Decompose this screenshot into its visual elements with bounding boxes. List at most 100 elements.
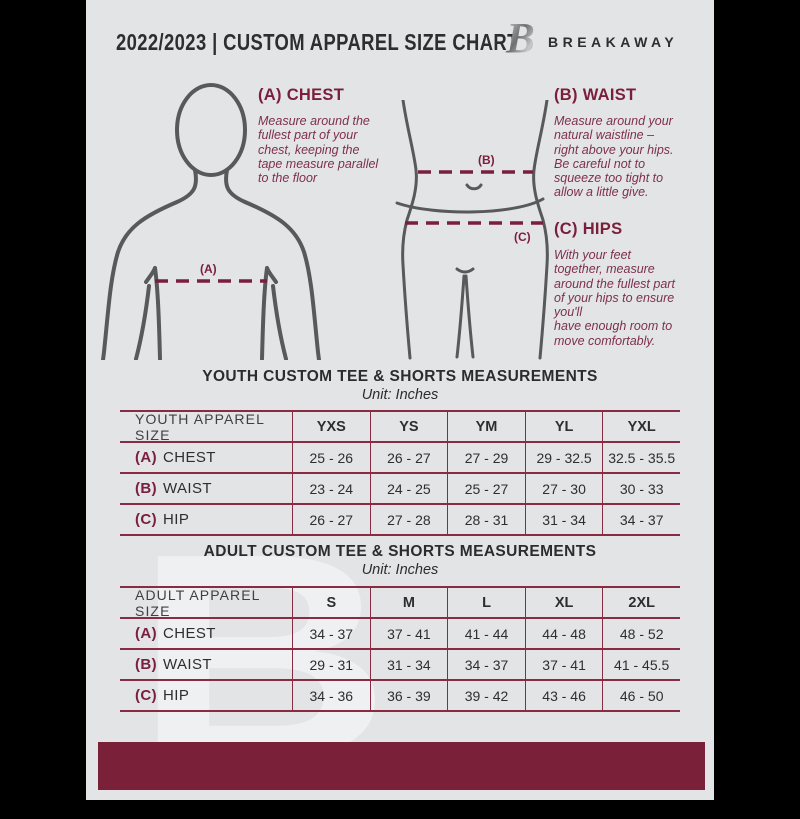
chest-guide: (A) CHEST Measure around the fullest par… [258, 86, 408, 185]
upper-body-figure: (A) [101, 83, 321, 360]
youth-size-table: YOUTH APPAREL SIZE YXS YS YM YL YXL (A) CHEST 25… [120, 410, 680, 536]
chest-heading: (A) CHEST [258, 86, 345, 104]
adult-unit-label: Unit: Inches [361, 562, 439, 578]
row-prefix: (C) [135, 511, 158, 528]
row-prefix: (B) [135, 480, 158, 497]
size-range-cell: 34 - 37 [602, 505, 680, 534]
left-inner-leg [455, 274, 466, 359]
measurement-row: (C) HIP 34 - 36 36 - 39 39 - 42 43 - 46 46 - 5… [120, 679, 680, 712]
size-column-header: 2XL [602, 588, 680, 617]
measurement-row: (C) HIP 26 - 27 27 - 28 28 - 31 31 - 34 34 - 3… [120, 503, 680, 536]
crotch-curve [455, 267, 475, 274]
size-range-cell: 37 - 41 [369, 619, 448, 648]
size-column-header: YM [447, 412, 525, 441]
size-range-cell: 26 - 27 [292, 505, 370, 534]
size-range-cell: 27 - 30 [524, 474, 603, 503]
size-range-cell: 27 - 28 [369, 505, 448, 534]
hip-crease-line [395, 197, 545, 214]
size-range-cell: 37 - 41 [524, 650, 603, 679]
size-range-cell: 46 - 50 [602, 681, 680, 710]
size-column-header: YL [524, 412, 603, 441]
size-column-header: L [447, 588, 525, 617]
row-prefix: (B) [135, 656, 158, 673]
measurement-row-label: (B) WAIST [135, 656, 212, 673]
youth-unit-label: Unit: Inches [361, 387, 439, 403]
hip-marker-label: (C) [514, 230, 531, 244]
measurement-row: (B) WAIST 29 - 31 31 - 34 34 - 37 37 - 41 41 -… [120, 648, 680, 679]
right-shoulder-arm-outline [224, 168, 321, 360]
row-prefix: (A) [135, 625, 158, 642]
size-range-cell: 28 - 31 [447, 505, 525, 534]
page-title: 2022/2023 | CUSTOM APPAREL SIZE CHART [116, 29, 519, 55]
size-range-cell: 31 - 34 [369, 650, 448, 679]
brand-name: BREAKAWAY [548, 34, 679, 50]
right-inner-leg [464, 274, 475, 359]
waist-description: Measure around your natural waistline – … [554, 114, 674, 200]
lower-body-figure: (B) (C) [395, 100, 549, 360]
measurement-row-label: (A) CHEST [135, 625, 216, 642]
navel-mark [465, 183, 483, 191]
right-torso-outline [532, 100, 549, 360]
row-prefix: (C) [135, 687, 158, 704]
measurement-row-label: (C) HIP [135, 511, 190, 528]
size-column-header: XL [524, 588, 603, 617]
measurement-row-label: (C) HIP [135, 687, 190, 704]
size-range-cell: 27 - 29 [447, 443, 525, 472]
size-range-cell: 44 - 48 [524, 619, 603, 648]
size-range-cell: 23 - 24 [292, 474, 370, 503]
size-range-cell: 31 - 34 [524, 505, 603, 534]
size-range-cell: 29 - 32.5 [524, 443, 603, 472]
breakaway-logo-icon: B [491, 15, 535, 62]
right-inner-arm [271, 284, 288, 360]
apparel-size-header: YOUTH APPAREL SIZE [135, 410, 265, 443]
measurement-row: (A) CHEST 34 - 37 37 - 41 41 - 44 44 - 48 48 -… [120, 617, 680, 648]
size-range-cell: 43 - 46 [524, 681, 603, 710]
size-column-header: YXL [602, 412, 680, 441]
size-range-cell: 25 - 27 [447, 474, 525, 503]
size-range-cell: 24 - 25 [369, 474, 448, 503]
left-chest-side [144, 266, 162, 360]
youth-section-title: YOUTH CUSTOM TEE & SHORTS MEASUREMENTS [202, 368, 598, 385]
chest-marker-label: (A) [200, 262, 217, 276]
size-range-cell: 29 - 31 [292, 650, 370, 679]
size-range-cell: 26 - 27 [369, 443, 448, 472]
table-header-row: YOUTH APPAREL SIZE YXS YS YM YL YXL [120, 410, 680, 443]
size-range-cell: 34 - 36 [292, 681, 370, 710]
measurement-row: (A) CHEST 25 - 26 26 - 27 27 - 29 29 - 32.5 32… [120, 441, 680, 472]
footer-accent-bar [98, 742, 705, 790]
table-header-row: ADULT APPAREL SIZE S M L XL 2XL [120, 586, 680, 619]
size-column-header: M [369, 588, 448, 617]
size-chart-page: B 2022/2023 | CUSTOM APPAREL SIZE CHART … [86, 0, 714, 802]
left-inner-arm [134, 284, 151, 360]
size-column-header: YXS [292, 412, 370, 441]
hips-guide: (C) HIPS With your feet together, measur… [554, 220, 706, 348]
hips-heading: (C) HIPS [554, 220, 623, 238]
size-range-cell: 41 - 44 [447, 619, 525, 648]
hips-description: With your feet together, measure around … [554, 248, 675, 348]
measurement-row: (B) WAIST 23 - 24 24 - 25 25 - 27 27 - 30 30 -… [120, 472, 680, 503]
waist-heading: (B) WAIST [554, 86, 637, 104]
page-content: 2022/2023 | CUSTOM APPAREL SIZE CHART B … [86, 0, 714, 800]
measurement-row-label: (A) CHEST [135, 449, 216, 466]
size-range-cell: 48 - 52 [602, 619, 680, 648]
size-column-header: YS [369, 412, 448, 441]
waist-marker-label: (B) [478, 153, 495, 167]
head-outline [175, 83, 247, 177]
measurement-row-label: (B) WAIST [135, 480, 212, 497]
size-range-cell: 32.5 - 35.5 [602, 443, 680, 472]
left-torso-outline [401, 100, 418, 360]
size-column-header: S [292, 588, 370, 617]
size-range-cell: 34 - 37 [292, 619, 370, 648]
chest-description: Measure around the fullest part of your … [258, 114, 379, 185]
size-range-cell: 30 - 33 [602, 474, 680, 503]
size-range-cell: 25 - 26 [292, 443, 370, 472]
left-shoulder-arm-outline [101, 168, 198, 360]
adult-section-title: ADULT CUSTOM TEE & SHORTS MEASUREMENTS [203, 543, 597, 560]
adult-size-table: ADULT APPAREL SIZE S M L XL 2XL (A) CHEST 34 - 3… [120, 586, 680, 712]
row-prefix: (A) [135, 449, 158, 466]
waist-guide: (B) WAIST Measure around your natural wa… [554, 86, 706, 200]
size-range-cell: 36 - 39 [369, 681, 448, 710]
right-chest-side [260, 266, 278, 360]
apparel-size-header: ADULT APPAREL SIZE [135, 586, 261, 619]
size-range-cell: 39 - 42 [447, 681, 525, 710]
